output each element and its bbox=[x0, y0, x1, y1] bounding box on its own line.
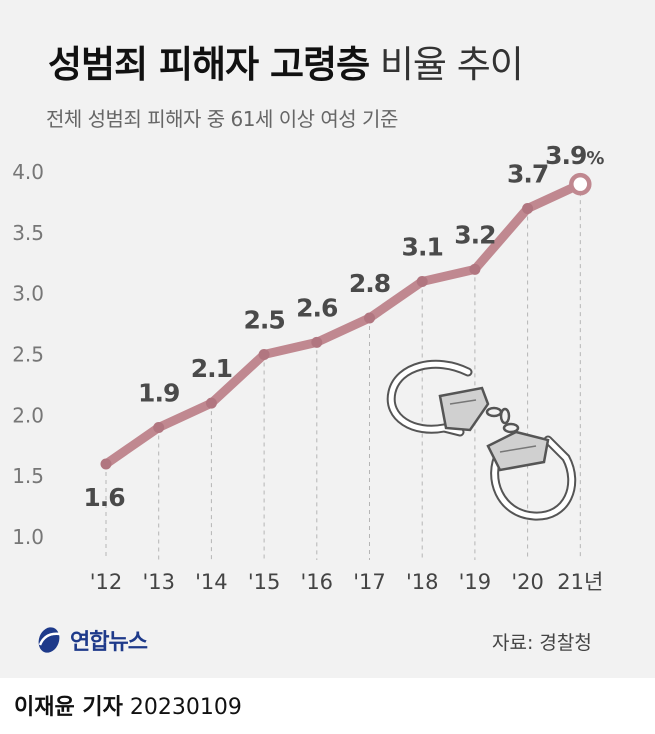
data-point bbox=[364, 312, 375, 324]
publish-date: 20230109 bbox=[129, 695, 242, 720]
source-note: 자료: 경찰청 bbox=[492, 632, 592, 654]
y-tick-label: 2.0 bbox=[12, 403, 44, 427]
reporter-name: 이재윤 기자 bbox=[14, 695, 123, 720]
data-point bbox=[311, 336, 323, 348]
data-label: 3.1 bbox=[402, 233, 443, 262]
data-point bbox=[258, 349, 270, 360]
data-label: 2.6 bbox=[296, 293, 338, 322]
yonhap-logo: 연합뉴스 bbox=[34, 620, 148, 660]
title-light: 비율 추이 bbox=[379, 43, 524, 86]
chart-subtitle: 전체 성범죄 피해자 중 61세 이상 여성 기준 bbox=[46, 107, 398, 131]
x-tick-label: '14 bbox=[195, 570, 228, 594]
data-label-layer: 1.6 1.9 2.1 2.5 2.6 2.8 3.1 3.2 3.73.9% bbox=[83, 141, 605, 512]
data-label: 2.5 bbox=[243, 306, 284, 335]
data-point bbox=[469, 263, 481, 275]
data-label: 1.9 bbox=[138, 379, 179, 408]
data-point bbox=[205, 397, 217, 409]
x-tick-label: 21년 bbox=[557, 570, 603, 594]
y-tick-label: 3.0 bbox=[12, 282, 44, 306]
data-label: 3.7 bbox=[507, 160, 548, 189]
series-layer bbox=[100, 172, 592, 470]
page-title: 성범죄 피해자 고령층 비율 추이 bbox=[48, 34, 524, 88]
data-label: 3.2 bbox=[454, 220, 495, 249]
x-axis-ticks: '12 '13 '14 '15 '16 '17 '18 '19 '20 21년 bbox=[90, 570, 604, 594]
series-line bbox=[101, 179, 585, 469]
x-tick-label: '12 bbox=[90, 570, 123, 594]
handcuffs-icon bbox=[386, 359, 577, 521]
x-tick-label: '13 bbox=[142, 570, 175, 594]
data-point bbox=[416, 276, 428, 287]
line-chart: 1.0 1.5 2.0 2.5 3.0 3.5 4.0 '12 '13 '14 '15 '16 '17… bbox=[12, 141, 605, 594]
y-tick-label: 1.0 bbox=[12, 525, 44, 549]
y-tick-label: 1.5 bbox=[12, 464, 44, 488]
y-axis-ticks: 1.0 1.5 2.0 2.5 3.0 3.5 4.0 bbox=[12, 160, 44, 549]
data-point-highlight bbox=[569, 172, 592, 196]
y-tick-label: 3.5 bbox=[12, 221, 44, 245]
x-tick-label: '19 bbox=[459, 570, 492, 594]
data-label: 2.1 bbox=[191, 354, 232, 383]
x-tick-label: '16 bbox=[301, 570, 334, 594]
y-tick-label: 4.0 bbox=[12, 160, 44, 184]
x-tick-label: '20 bbox=[511, 570, 544, 594]
logo-mark-icon bbox=[38, 627, 61, 653]
grid-layer bbox=[105, 184, 581, 560]
data-label: 2.8 bbox=[349, 269, 390, 298]
y-tick-label: 2.5 bbox=[12, 343, 44, 367]
data-label: 3.9% bbox=[545, 141, 604, 170]
data-point bbox=[100, 458, 112, 470]
x-tick-label: '17 bbox=[353, 570, 386, 594]
x-tick-label: '15 bbox=[248, 570, 281, 594]
logo-text: 연합뉴스 bbox=[70, 630, 148, 655]
percent-unit: % bbox=[586, 148, 604, 169]
data-point bbox=[153, 422, 165, 433]
credit-line: 이재윤 기자 20230109 bbox=[14, 689, 242, 721]
title-bold: 성범죄 피해자 고령층 bbox=[48, 43, 370, 86]
data-label: 1.6 bbox=[83, 483, 125, 512]
x-tick-label: '18 bbox=[406, 570, 439, 594]
data-point bbox=[522, 203, 534, 214]
